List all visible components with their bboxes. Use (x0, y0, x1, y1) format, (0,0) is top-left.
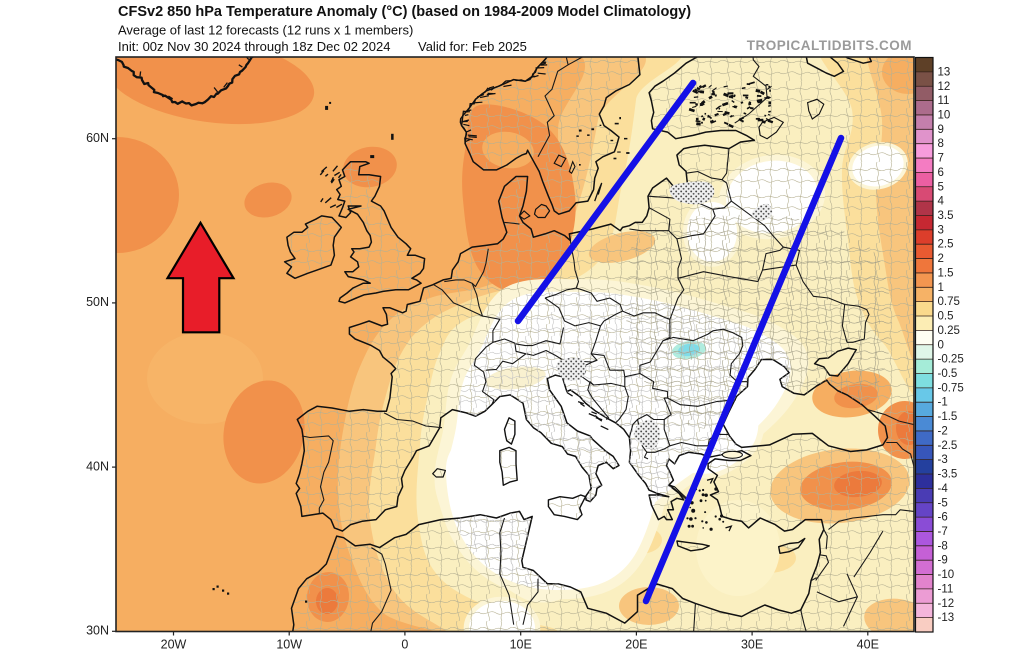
svg-text:Average of last 12 forecasts (: Average of last 12 forecasts (12 runs x … (118, 23, 413, 38)
svg-text:40E: 40E (857, 638, 879, 649)
svg-text:2: 2 (938, 253, 944, 265)
svg-text:-2.5: -2.5 (938, 440, 958, 452)
svg-text:-13: -13 (938, 612, 955, 624)
svg-text:30N: 30N (86, 624, 109, 638)
svg-text:-2: -2 (938, 425, 948, 437)
svg-text:0.5: 0.5 (938, 311, 954, 323)
svg-text:60N: 60N (86, 131, 109, 145)
svg-text:-0.75: -0.75 (938, 382, 964, 394)
svg-text:5: 5 (938, 181, 944, 193)
svg-text:30E: 30E (741, 638, 763, 649)
svg-text:-3.5: -3.5 (938, 469, 958, 481)
svg-text:0: 0 (401, 638, 408, 649)
svg-text:40N: 40N (86, 459, 109, 473)
svg-text:10W: 10W (276, 638, 302, 649)
svg-text:-8: -8 (938, 540, 948, 552)
svg-text:2.5: 2.5 (938, 239, 954, 251)
svg-text:-1.5: -1.5 (938, 411, 958, 423)
svg-text:3: 3 (938, 224, 944, 236)
svg-text:13: 13 (938, 66, 951, 78)
svg-text:TROPICALTIDBITS.COM: TROPICALTIDBITS.COM (747, 38, 912, 53)
svg-text:Init: 00z Nov 30 2024 through: Init: 00z Nov 30 2024 through 18z Dec 02… (118, 39, 390, 54)
svg-text:-0.5: -0.5 (938, 368, 958, 380)
svg-text:3.5: 3.5 (938, 210, 954, 222)
svg-text:20W: 20W (161, 638, 187, 649)
svg-text:-6: -6 (938, 512, 948, 524)
svg-text:1: 1 (938, 282, 944, 294)
svg-text:10: 10 (938, 109, 951, 121)
svg-text:9: 9 (938, 124, 944, 136)
svg-text:10E: 10E (510, 638, 532, 649)
svg-text:-1: -1 (938, 397, 948, 409)
svg-text:4: 4 (938, 196, 945, 208)
svg-text:11: 11 (938, 95, 950, 107)
svg-text:12: 12 (938, 81, 951, 93)
svg-text:0.25: 0.25 (938, 325, 960, 337)
svg-text:0: 0 (938, 339, 944, 351)
svg-text:-3: -3 (938, 454, 948, 466)
svg-text:-5: -5 (938, 497, 948, 509)
svg-text:6: 6 (938, 167, 944, 179)
svg-text:-12: -12 (938, 598, 955, 610)
svg-text:50N: 50N (86, 295, 109, 309)
svg-text:20E: 20E (625, 638, 647, 649)
svg-text:1.5: 1.5 (938, 267, 954, 279)
svg-text:Valid for: Feb 2025: Valid for: Feb 2025 (418, 39, 527, 54)
svg-text:7: 7 (938, 153, 944, 165)
svg-text:-9: -9 (938, 555, 948, 567)
svg-text:CFSv2 850 hPa Temperature Anom: CFSv2 850 hPa Temperature Anomaly (°C) (… (118, 4, 691, 20)
svg-text:-10: -10 (938, 569, 955, 581)
svg-text:-0.25: -0.25 (938, 354, 964, 366)
svg-text:-4: -4 (938, 483, 949, 495)
svg-text:0.75: 0.75 (938, 296, 960, 308)
svg-text:-7: -7 (938, 526, 948, 538)
svg-text:-11: -11 (938, 583, 954, 595)
svg-text:8: 8 (938, 138, 944, 150)
